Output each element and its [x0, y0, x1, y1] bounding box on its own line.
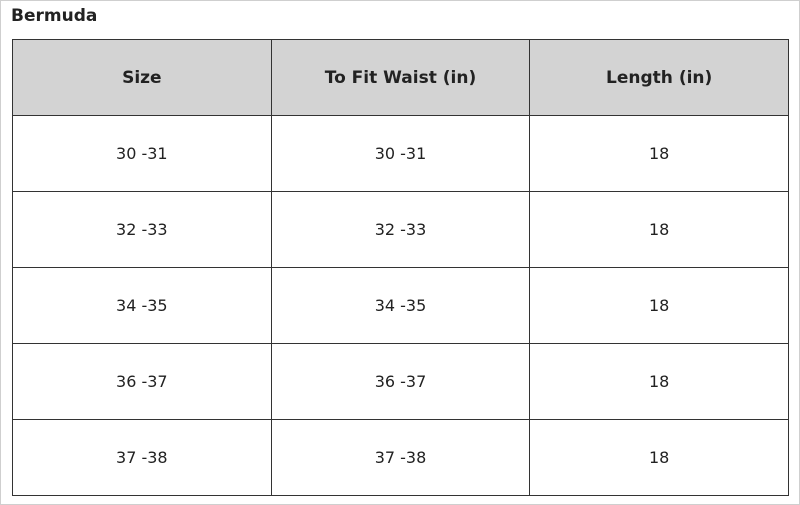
table-cell: 30 -31 [270, 115, 531, 192]
table-cell: 18 [529, 343, 789, 420]
table-cell: 18 [529, 191, 789, 268]
header-row: Size To Fit Waist (in) Length (in) [12, 39, 789, 116]
table-cell: 30 -31 [12, 115, 272, 192]
table-row: 32 -33 32 -33 18 [12, 191, 789, 268]
table-cell: 34 -35 [270, 267, 531, 344]
size-table: Size To Fit Waist (in) Length (in) 30 -31 3… [12, 39, 789, 496]
table-cell: 37 -38 [12, 419, 272, 496]
table-cell: 34 -35 [12, 267, 272, 344]
table-cell: 37 -38 [270, 419, 531, 496]
table-body: 30 -31 30 -31 18 32 -33 32 -33 18 34 -35 34 -35… [12, 115, 789, 496]
table-cell: 32 -33 [270, 191, 531, 268]
table-cell: 36 -37 [12, 343, 272, 420]
table-cell: 18 [529, 267, 789, 344]
column-header: Size [12, 39, 272, 116]
table-row: 37 -38 37 -38 18 [12, 419, 789, 496]
table-cell: 32 -33 [12, 191, 272, 268]
table-cell: 36 -37 [270, 343, 531, 420]
table-cell: 18 [529, 419, 789, 496]
table-cell: 18 [529, 115, 789, 192]
table-row: 36 -37 36 -37 18 [12, 343, 789, 420]
table-row: 30 -31 30 -31 18 [12, 115, 789, 192]
column-header: To Fit Waist (in) [270, 39, 531, 116]
column-header: Length (in) [529, 39, 789, 116]
table-row: 34 -35 34 -35 18 [12, 267, 789, 344]
table-title: Bermuda [11, 6, 98, 26]
